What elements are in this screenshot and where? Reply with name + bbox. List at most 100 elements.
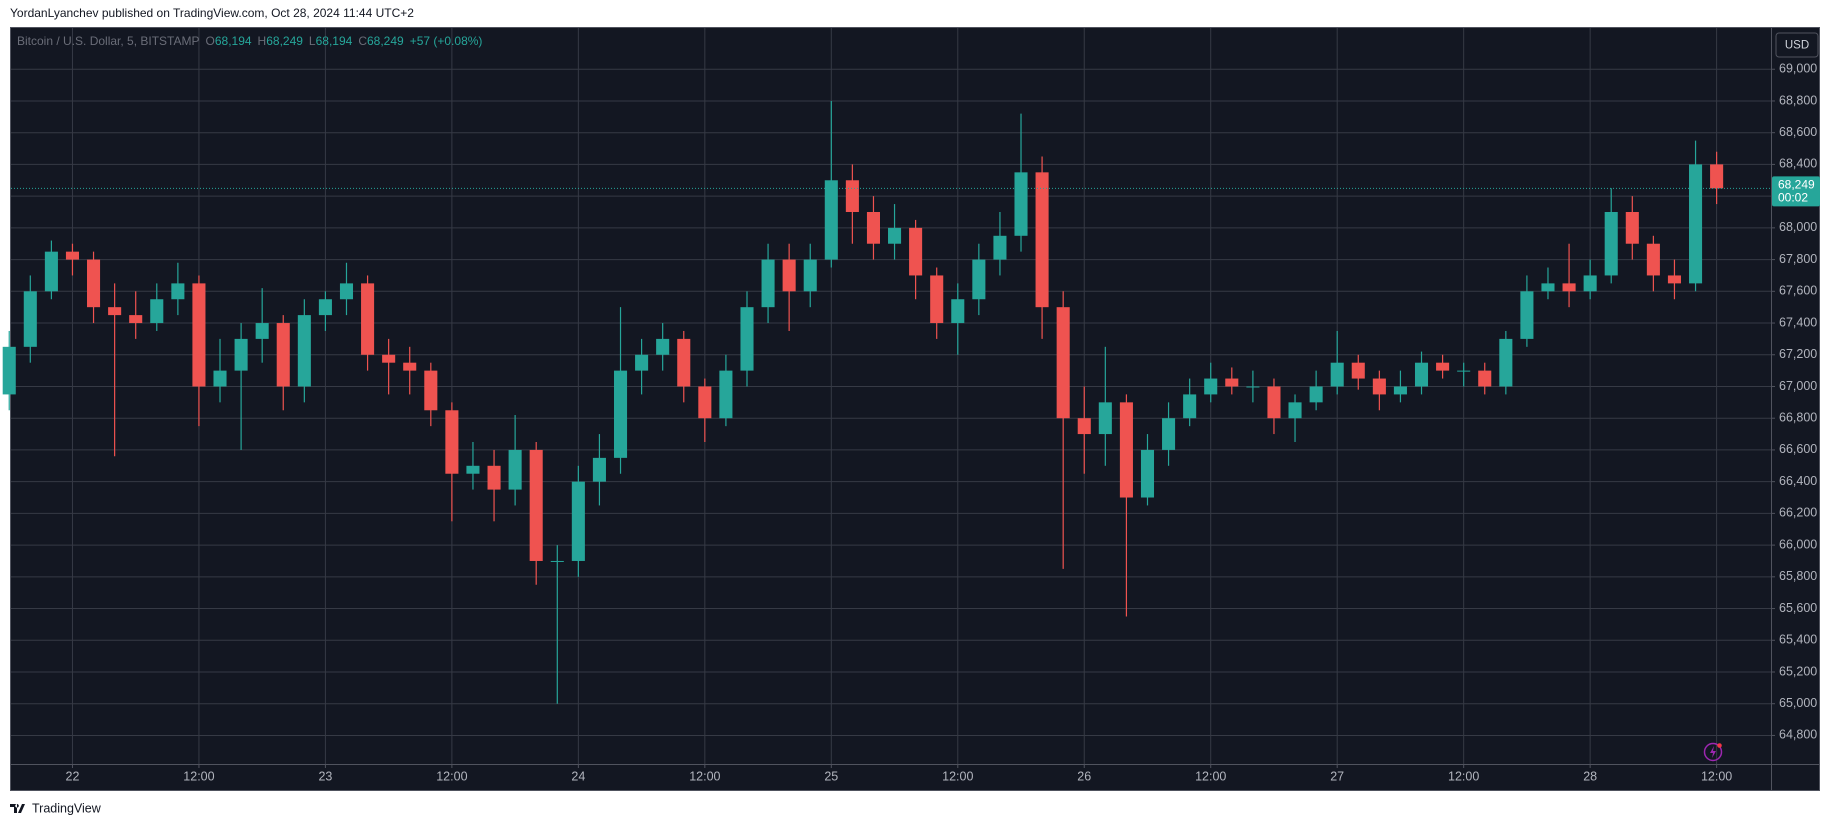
- y-tick-label: 68,800: [1779, 93, 1817, 107]
- candle-body: [1499, 338, 1513, 387]
- candle-body: [23, 291, 37, 347]
- x-tick-label: 12:00: [1195, 769, 1226, 783]
- candle-body: [993, 235, 1007, 260]
- candle-body: [129, 315, 143, 324]
- candle-body: [677, 338, 691, 387]
- candle-body: [866, 212, 881, 244]
- x-tick-label: 12:00: [183, 769, 214, 783]
- candle-body: [1098, 402, 1112, 435]
- candle-body: [571, 481, 585, 561]
- candle-body: [255, 323, 269, 339]
- candle-body: [888, 227, 902, 244]
- candle-body: [613, 370, 628, 458]
- candle-body: [930, 275, 944, 324]
- candle-body: [550, 560, 564, 562]
- x-tick-label: 12:00: [1701, 769, 1732, 783]
- x-tick-label: 26: [1077, 769, 1091, 783]
- candle-body: [361, 283, 375, 355]
- ohlc-value: 68,249: [367, 34, 404, 48]
- candle-body: [782, 259, 796, 292]
- candle-body: [1520, 291, 1534, 339]
- candle-body: [740, 307, 754, 371]
- y-tick-label: 65,200: [1779, 664, 1817, 678]
- candle-body: [150, 299, 164, 324]
- candle-body: [845, 180, 859, 212]
- candle-body: [213, 370, 227, 387]
- candle-body: [698, 386, 712, 419]
- candle-body: [403, 362, 417, 371]
- y-tick-label: 66,600: [1779, 442, 1817, 456]
- candle-body: [1414, 362, 1429, 387]
- y-tick-label: 67,600: [1779, 284, 1817, 298]
- ohlc-key: H: [258, 34, 267, 48]
- ohlc-key: C: [358, 34, 367, 48]
- candle-body: [592, 457, 606, 482]
- candle-body: [909, 227, 923, 276]
- candle-body: [824, 180, 838, 260]
- candle-body: [761, 259, 775, 308]
- candle-body: [339, 283, 354, 300]
- footer-brand: TradingView: [32, 801, 102, 815]
- candle-body: [65, 251, 79, 260]
- candle-body: [1583, 275, 1597, 292]
- candle-body: [445, 410, 459, 474]
- candle-body: [1436, 362, 1450, 371]
- candle-body: [1267, 386, 1281, 419]
- y-tick-label: 66,200: [1779, 506, 1817, 520]
- y-tick-label: 65,600: [1779, 601, 1817, 615]
- candle-body: [1604, 212, 1618, 276]
- candle-body: [1667, 275, 1681, 284]
- candle-body: [1035, 172, 1049, 308]
- candle-body: [192, 283, 206, 387]
- symbol-legend: Bitcoin / U.S. Dollar, 5, BITSTAMP O68,19…: [17, 34, 482, 48]
- candle-body: [1225, 378, 1239, 387]
- alert-icon[interactable]: [1703, 742, 1723, 762]
- candle-body: [1457, 370, 1471, 372]
- y-tick-label: 65,800: [1779, 569, 1817, 583]
- alert-dot: [1717, 743, 1722, 748]
- candle-body: [951, 299, 965, 324]
- candle-body: [318, 299, 332, 316]
- candle-body: [487, 465, 501, 490]
- y-tick-label: 65,000: [1779, 696, 1817, 710]
- candle-body: [1119, 402, 1133, 498]
- x-tick-label: 12:00: [1448, 769, 1479, 783]
- ohlc-key: L: [309, 34, 316, 48]
- last-price-label: 68,249: [1778, 178, 1815, 192]
- candle-body: [1140, 449, 1155, 498]
- alert-ring: [1703, 742, 1723, 762]
- candle-body: [1056, 307, 1070, 419]
- candle-body: [1351, 362, 1365, 379]
- candle-body: [44, 251, 58, 292]
- candle-body: [87, 259, 101, 308]
- published-line: YordanLyanchev published on TradingView.…: [10, 6, 414, 20]
- candle-body: [1309, 386, 1323, 403]
- y-tick-label: 68,400: [1779, 157, 1817, 171]
- candle-body: [276, 323, 290, 387]
- x-tick-label: 22: [66, 769, 80, 783]
- logo-mark: [10, 804, 25, 813]
- candle-body: [656, 338, 670, 355]
- alert-bolt: [1710, 746, 1716, 758]
- y-tick-label: 66,800: [1779, 411, 1817, 425]
- candle-body: [1689, 164, 1703, 284]
- y-tick-label: 66,000: [1779, 537, 1817, 551]
- y-tick-label: 68,600: [1779, 125, 1817, 139]
- y-tick-label: 67,400: [1779, 315, 1817, 329]
- last-price-box: [1772, 176, 1820, 207]
- ohlc-value: 68,249: [266, 34, 303, 48]
- candle-body: [1562, 283, 1576, 292]
- candle-body: [1014, 172, 1028, 236]
- x-tick-label: 24: [571, 769, 585, 783]
- candle-body: [1183, 394, 1197, 419]
- currency-button[interactable]: [1775, 32, 1819, 58]
- candle-body: [1246, 386, 1260, 388]
- chart-panel: [10, 27, 1820, 791]
- candle-body: [1646, 243, 1660, 276]
- candle-body: [466, 465, 480, 474]
- y-tick-label: 66,400: [1779, 474, 1817, 488]
- y-tick-label: 67,000: [1779, 379, 1817, 393]
- candle-body: [803, 259, 817, 292]
- candle-body: [297, 315, 311, 387]
- candle-body: [1162, 418, 1176, 450]
